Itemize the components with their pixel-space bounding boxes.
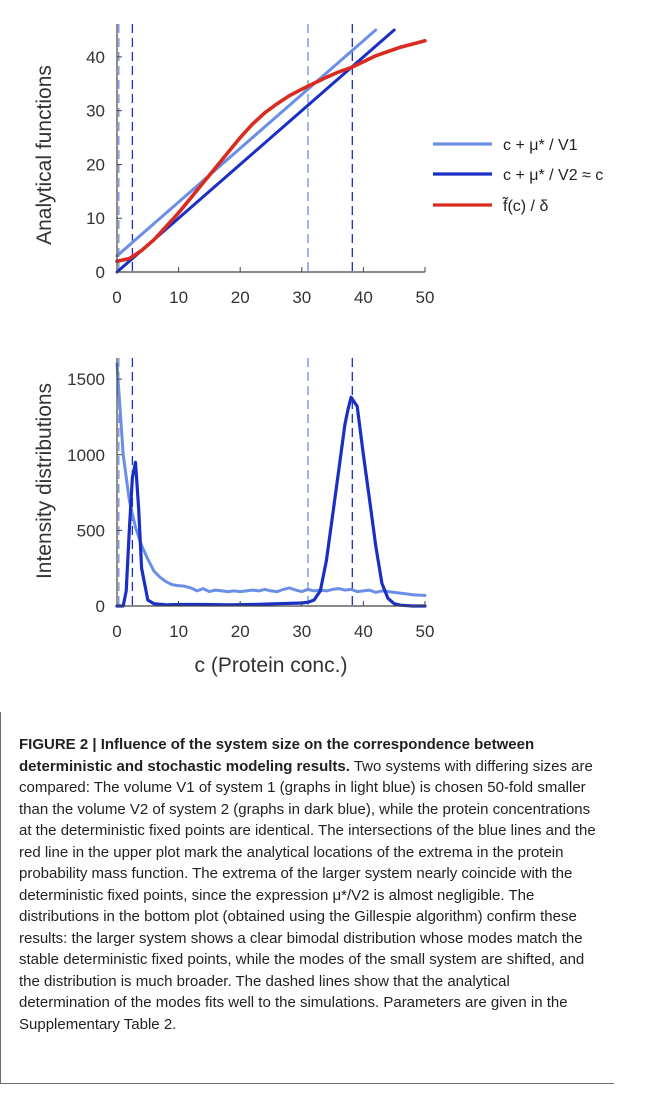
bottom-series-1 bbox=[115, 362, 427, 597]
bottom-y-tick-label: 1500 bbox=[67, 370, 105, 389]
top-x-tick-label: 40 bbox=[354, 288, 373, 307]
legend-label-2: c + μ* / V2 ≈ c bbox=[503, 167, 603, 184]
caption-label: FIGURE 2 | Influence of the system size … bbox=[19, 736, 535, 775]
top-x-tick-label: 50 bbox=[416, 288, 435, 307]
top-series-1 bbox=[115, 28, 378, 258]
top-y-tick-label: 10 bbox=[86, 209, 105, 228]
bottom-x-tick-label: 50 bbox=[416, 622, 435, 641]
bottom-x-tick-label: 0 bbox=[112, 622, 121, 641]
top-x-tick-label: 30 bbox=[292, 288, 311, 307]
top-y-tick-label: 20 bbox=[86, 155, 105, 174]
bottom-xlabel: c (Protein conc.) bbox=[195, 654, 348, 677]
figure-caption: FIGURE 2 | Influence of the system size … bbox=[0, 712, 614, 1084]
bottom-x-tick-label: 10 bbox=[169, 622, 188, 641]
bottom-y-tick-label: 1000 bbox=[67, 446, 105, 465]
top-y-tick-label: 0 bbox=[96, 263, 105, 282]
bottom-y-tick-label: 500 bbox=[77, 521, 105, 540]
top-x-tick-label: 20 bbox=[231, 288, 250, 307]
legend: c + μ* / V1 c + μ* / V2 ≈ c f̃(c) / δ bbox=[433, 137, 603, 215]
legend-label-1: c + μ* / V1 bbox=[503, 137, 578, 154]
bottom-ylabel: Intensity distributions bbox=[33, 383, 56, 579]
bottom-x-tick-label: 40 bbox=[354, 622, 373, 641]
caption-text: Two systems with differing sizes are com… bbox=[19, 757, 596, 1033]
top-ylabel: Analytical functions bbox=[33, 65, 56, 245]
bottom-x-tick-label: 30 bbox=[292, 622, 311, 641]
bottom-series-2 bbox=[115, 395, 427, 608]
top-series-3 bbox=[115, 38, 427, 264]
top-y-tick-label: 40 bbox=[86, 48, 105, 67]
top-x-tick-label: 10 bbox=[169, 288, 188, 307]
bottom-x-tick-label: 20 bbox=[231, 622, 250, 641]
top-x-tick-label: 0 bbox=[112, 288, 121, 307]
top-plot: 0 10 20 30 40 50 0 10 20 30 40 Analytical function… bbox=[33, 24, 434, 307]
top-y-tick-label: 30 bbox=[86, 102, 105, 121]
bottom-y-tick-label: 0 bbox=[96, 597, 105, 616]
legend-label-3: f̃(c) / δ bbox=[502, 195, 549, 215]
